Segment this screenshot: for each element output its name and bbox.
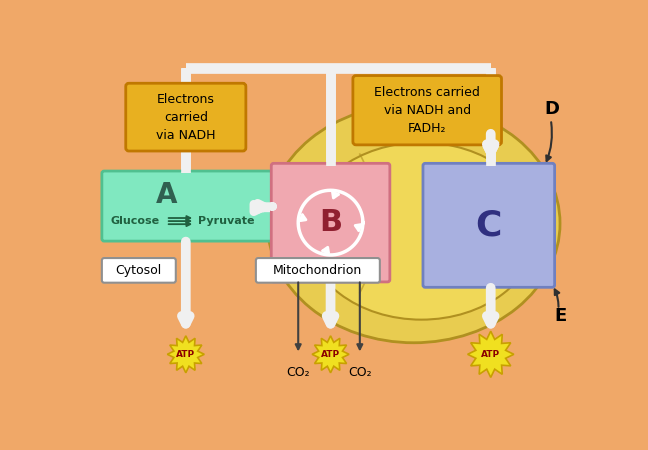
- FancyBboxPatch shape: [423, 163, 555, 287]
- Text: E: E: [554, 307, 566, 325]
- FancyBboxPatch shape: [256, 258, 380, 283]
- FancyBboxPatch shape: [272, 163, 390, 282]
- Text: B: B: [319, 208, 342, 237]
- Text: D: D: [545, 100, 560, 118]
- Text: ATP: ATP: [481, 350, 500, 359]
- Text: Electrons
carried
via NADH: Electrons carried via NADH: [156, 93, 216, 142]
- FancyBboxPatch shape: [126, 83, 246, 151]
- Text: CO₂: CO₂: [286, 366, 310, 379]
- Text: ATP: ATP: [321, 350, 340, 359]
- Polygon shape: [312, 336, 349, 373]
- Ellipse shape: [268, 104, 560, 343]
- Text: Pyruvate: Pyruvate: [198, 216, 255, 226]
- Text: Cytosol: Cytosol: [116, 264, 162, 277]
- Text: C: C: [476, 208, 502, 242]
- Polygon shape: [167, 336, 204, 373]
- Text: Glucose: Glucose: [110, 216, 159, 226]
- Polygon shape: [468, 331, 514, 378]
- Text: Electrons carried
via NADH and
FADH₂: Electrons carried via NADH and FADH₂: [375, 86, 480, 135]
- Text: CO₂: CO₂: [348, 366, 372, 379]
- Text: A: A: [156, 181, 178, 209]
- FancyBboxPatch shape: [102, 258, 176, 283]
- FancyBboxPatch shape: [102, 171, 272, 241]
- Ellipse shape: [306, 143, 537, 320]
- Text: Mitochondrion: Mitochondrion: [273, 264, 362, 277]
- Text: ATP: ATP: [176, 350, 195, 359]
- FancyBboxPatch shape: [353, 76, 502, 145]
